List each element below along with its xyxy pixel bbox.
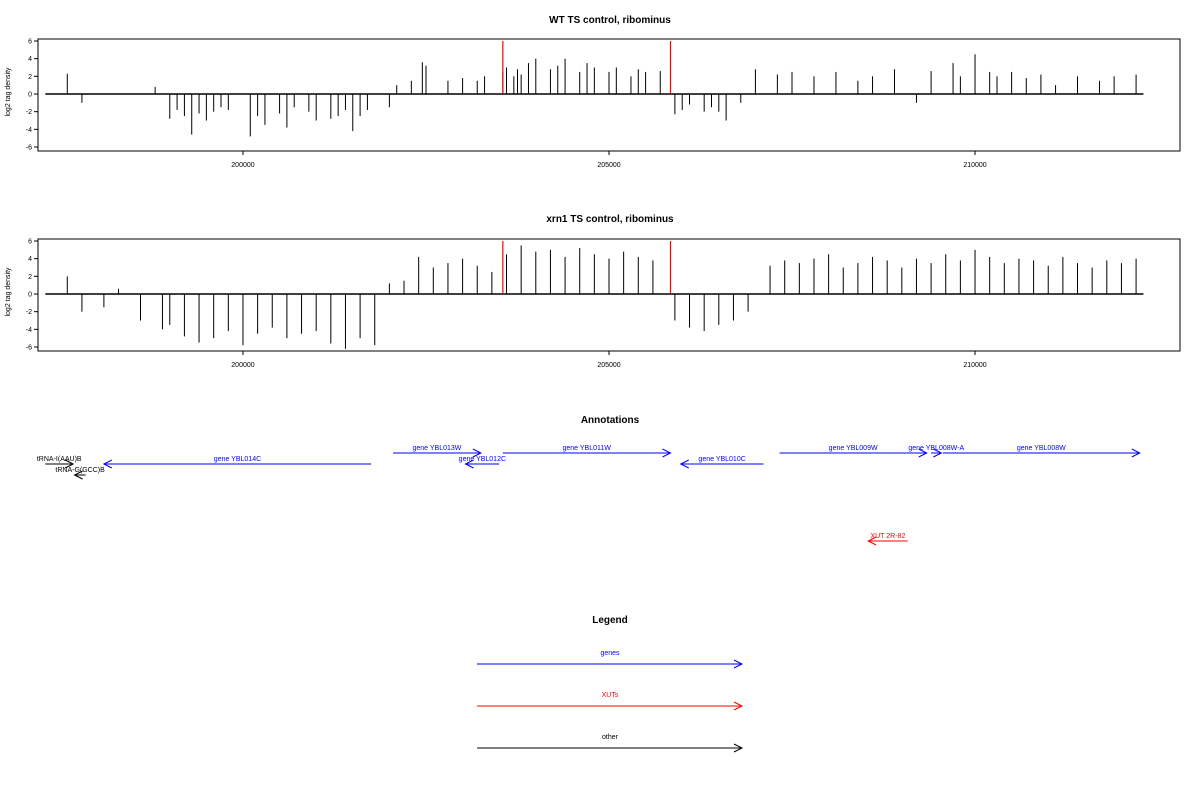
feature-arrow-head <box>64 459 75 469</box>
wt-panel: WT TS control, ribominus log2 tag densit… <box>5 15 1181 169</box>
legend-arrow-head <box>733 743 744 753</box>
xrn1-y-tick-label: -4 <box>26 327 32 334</box>
xrn1-y-axis: 6 4 2 0 -2 -4 -6 <box>26 239 38 352</box>
feature-arrow-head <box>464 459 474 469</box>
wt-y-tick-label: 4 <box>28 56 32 63</box>
xrn1-x-tick-label: 205000 <box>597 362 620 369</box>
wt-x-tick-label: 210000 <box>963 162 986 169</box>
xrn1-x-axis: 200000 205000 210000 <box>231 351 987 369</box>
feature-arrow-head <box>102 459 113 469</box>
feature-arrow-head <box>918 448 928 458</box>
xrn1-y-tick-label: -2 <box>26 309 32 316</box>
legend-label: XUTs <box>602 692 619 699</box>
wt-y-tick-label: 0 <box>28 92 32 99</box>
wt-plot-frame <box>37 38 1181 152</box>
feature-label: gene YBL014C <box>214 456 261 463</box>
feature-label: tRNA-G(GCC)B <box>55 467 105 474</box>
xrn1-y-tick-label: 2 <box>28 274 32 281</box>
feature-arrow-head <box>867 536 877 546</box>
xrn1-bars <box>66 245 1137 349</box>
annotation-features: tRNA-I(AAU)B tRNA-G(GCC)B gene YBL014C gene… <box>37 445 1141 546</box>
feature-label: tRNA-I(AAU)B <box>37 456 82 463</box>
xrn1-y-tick-label: 4 <box>28 256 32 263</box>
legend-arrow-head <box>733 701 744 711</box>
feature-label: gene YBL012C <box>459 456 506 463</box>
xrn1-x-tick-label: 210000 <box>963 362 986 369</box>
legend-arrow-head <box>733 659 744 669</box>
wt-y-tick-label: 2 <box>28 74 32 81</box>
xrn1-y-axis-label: log2 tag density <box>5 267 12 317</box>
feature-arrow-head <box>1131 448 1141 458</box>
legend-title: Legend <box>592 615 628 626</box>
xrn1-y-tick-label: -6 <box>26 345 32 352</box>
feature-label: gene YBL008W <box>1017 445 1066 452</box>
xrn1-highlight-lines <box>502 241 672 294</box>
xrn1-y-tick-label: 0 <box>28 292 32 299</box>
legend-entries: genes XUTs other <box>477 650 744 753</box>
xrn1-panel: xrn1 TS control, ribominus log2 tag dens… <box>5 214 1181 369</box>
feature-arrow-head <box>73 470 83 480</box>
wt-y-tick-label: 6 <box>28 39 32 46</box>
wt-y-tick-label: -2 <box>26 109 32 116</box>
feature-label: gene YBL011W <box>562 445 611 452</box>
feature-arrow-head <box>662 448 672 458</box>
legend-label: other <box>602 734 619 741</box>
wt-y-tick-label: -4 <box>26 127 32 134</box>
wt-highlight-lines <box>502 41 672 94</box>
feature-label: XUT 2R-82 <box>870 533 905 540</box>
feature-label: gene YBL009W <box>829 445 878 452</box>
xrn1-panel-title: xrn1 TS control, ribominus <box>546 214 674 225</box>
feature-label: gene YBL010C <box>698 456 745 463</box>
feature-arrow-head <box>679 459 689 469</box>
feature-label: gene YBL008W-A <box>908 445 964 452</box>
feature-arrow-head <box>933 448 943 458</box>
wt-x-tick-label: 205000 <box>597 162 620 169</box>
wt-panel-title: WT TS control, ribominus <box>549 15 671 26</box>
legend-panel: Legend genes XUTs other <box>477 615 744 753</box>
wt-x-tick-label: 200000 <box>231 162 254 169</box>
annotations-panel: Annotations tRNA-I(AAU)B tRNA-G(GCC)B gene… <box>37 415 1141 546</box>
legend-label: genes <box>600 650 620 657</box>
wt-y-tick-label: -6 <box>26 145 32 152</box>
feature-label: gene YBL013W <box>413 445 462 452</box>
feature-arrow-head <box>472 448 483 458</box>
wt-y-axis-label: log2 tag density <box>5 67 12 117</box>
annotations-title: Annotations <box>581 415 640 426</box>
wt-x-axis: 200000 205000 210000 <box>231 151 987 169</box>
xrn1-plot-frame <box>37 238 1181 352</box>
xrn1-x-tick-label: 200000 <box>231 362 254 369</box>
wt-y-axis: 6 4 2 0 -2 -4 -6 <box>26 39 38 152</box>
xrn1-y-tick-label: 6 <box>28 239 32 246</box>
wt-bars <box>66 54 1137 137</box>
